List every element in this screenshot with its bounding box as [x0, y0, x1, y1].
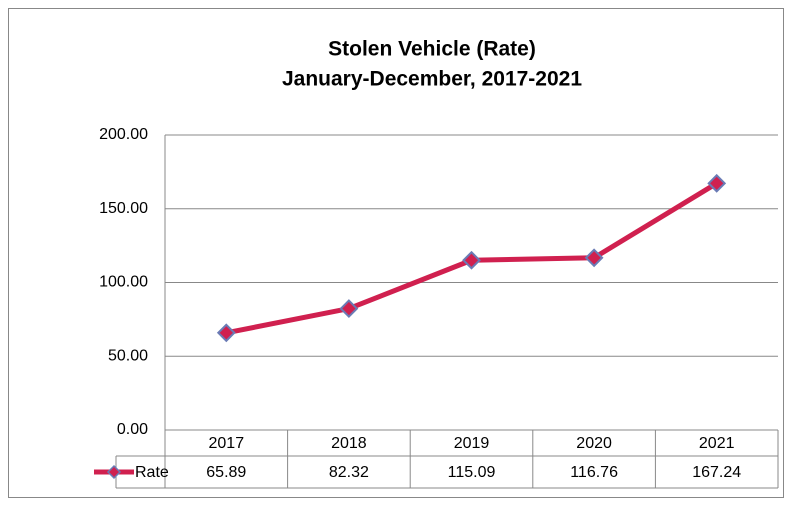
y-tick-label: 150.00 [99, 200, 148, 217]
marker [584, 248, 604, 268]
chart-title: Stolen Vehicle (Rate) [328, 38, 536, 61]
chart-subtitle: January-December, 2017-2021 [282, 68, 582, 91]
x-tick-label: 2018 [331, 435, 367, 452]
legend-label: Rate [135, 464, 169, 481]
x-tick-label: 2020 [576, 435, 612, 452]
marker [339, 299, 359, 318]
marker [216, 323, 236, 343]
table-value: 65.89 [206, 464, 246, 481]
x-tick-label: 2017 [209, 435, 245, 452]
x-tick-label: 2021 [699, 435, 735, 452]
y-tick-label: 50.00 [108, 347, 148, 364]
y-tick-label: 100.00 [99, 274, 148, 291]
x-tick-label: 2019 [454, 435, 490, 452]
table-value: 116.76 [570, 464, 618, 481]
table-value: 167.24 [692, 464, 741, 481]
chart-border [8, 8, 784, 498]
marker [462, 250, 481, 270]
table-value: 82.32 [329, 464, 369, 481]
table-value: 115.09 [448, 464, 496, 481]
y-tick-label: 0.00 [117, 421, 148, 438]
y-tick-label: 200.00 [99, 126, 148, 143]
marker [707, 173, 727, 193]
legend-marker [106, 464, 122, 480]
